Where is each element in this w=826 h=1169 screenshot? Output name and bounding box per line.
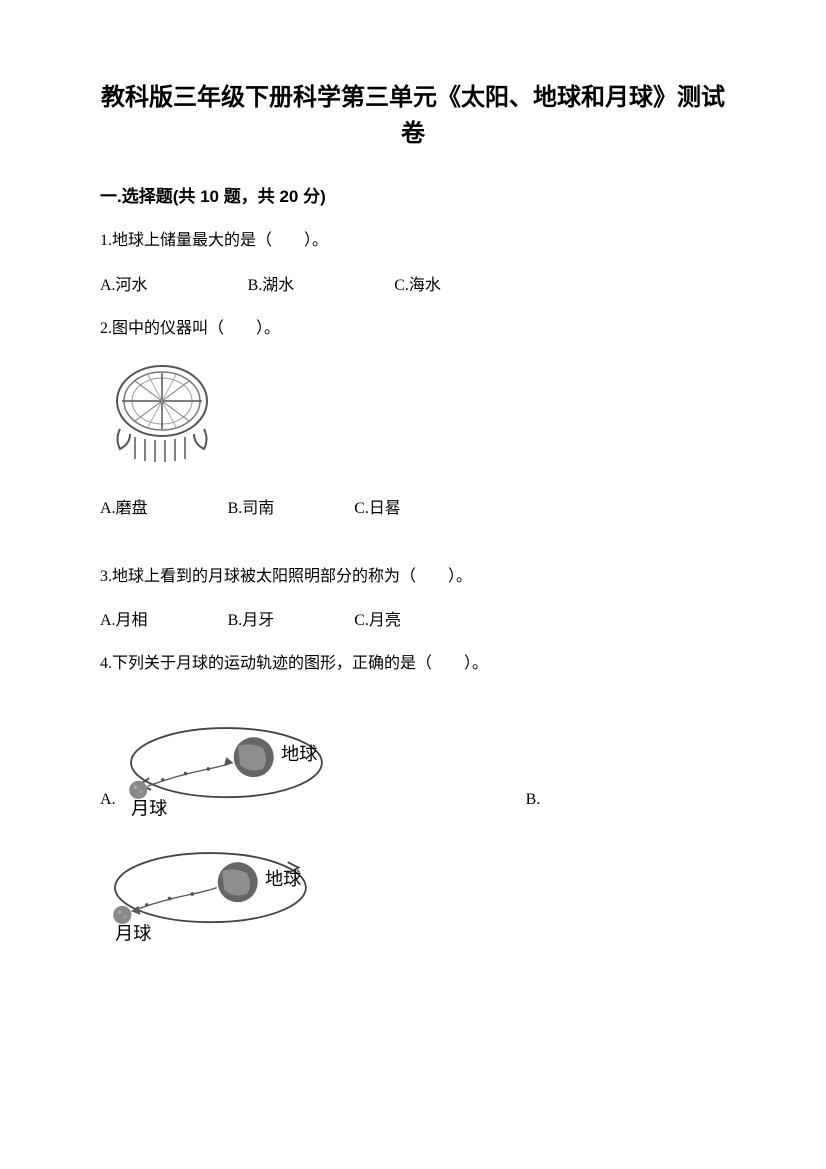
q4-option-a-container: A. 地球 月球 [100,719,346,819]
moon-label-a: 月球 [131,799,167,819]
sundial-icon [100,359,230,469]
q2-option-c: C.日晷 [354,494,401,518]
sundial-image [100,359,726,474]
question-2-options: A.磨盘 B.司南 C.日晷 [100,494,726,518]
earth-label-b: 地球 [265,869,301,889]
q4-options-row: A. 地球 月球 B. [100,719,726,819]
orbit-diagram-a-icon: 地球 月球 [116,719,346,819]
q2-option-b: B.司南 [228,494,275,518]
q4-option-b-container: 地球 月球 [100,844,726,949]
orbit-diagram-b-icon: 地球 月球 [100,844,330,944]
question-1: 1.地球上储量最大的是（ ）。 [100,227,726,256]
q3-option-a: A.月相 [100,606,148,630]
q1-option-b: B.湖水 [248,271,295,295]
earth-label-a: 地球 [281,744,317,764]
q1-option-a: A.河水 [100,271,148,295]
page-title: 教科版三年级下册科学第三单元《太阳、地球和月球》测试卷 [100,80,726,152]
question-1-options: A.河水 B.湖水 C.海水 [100,271,726,295]
moon-label-b: 月球 [115,924,151,944]
q3-option-b: B.月牙 [228,606,275,630]
q2-option-a: A.磨盘 [100,494,148,518]
question-3-options: A.月相 B.月牙 C.月亮 [100,606,726,630]
q4-option-b: B. [526,791,541,809]
section-header: 一.选择题(共 10 题，共 20 分) [100,182,726,207]
q1-option-c: C.海水 [394,271,441,295]
q4-option-a: A. [100,791,116,809]
question-3: 3.地球上看到的月球被太阳照明部分的称为（ ）。 [100,563,726,592]
q3-option-c: C.月亮 [354,606,401,630]
question-4: 4.下列关于月球的运动轨迹的图形，正确的是（ ）。 [100,650,726,679]
question-2: 2.图中的仪器叫（ ）。 [100,315,726,344]
